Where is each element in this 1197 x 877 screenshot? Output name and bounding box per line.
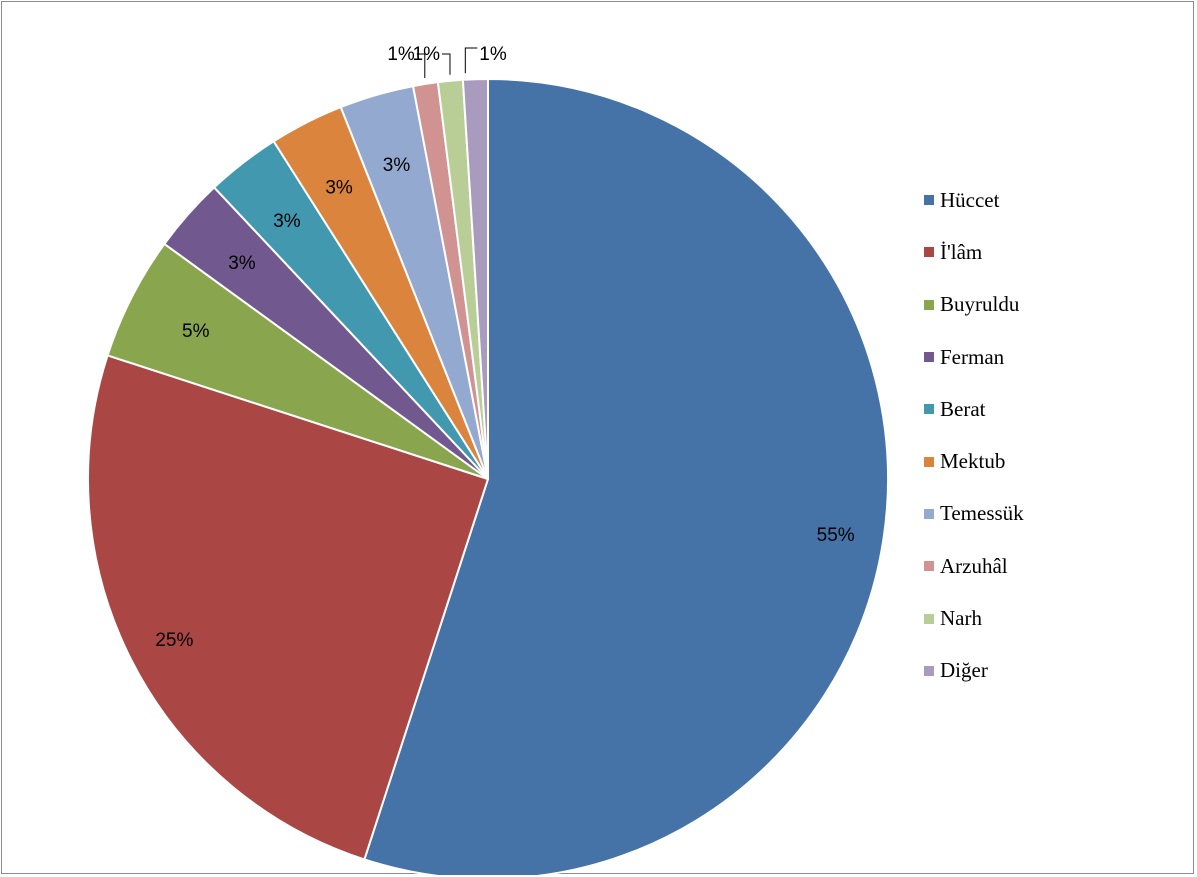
slice-diger (461, 77, 489, 480)
data-label-mektub: 3% (325, 178, 353, 199)
legend-label: Temessük (940, 501, 1024, 526)
legend-item-buyruldu: Buyruldu (924, 279, 1024, 331)
legend-label: Mektub (940, 449, 1006, 474)
legend-label: Diğer (940, 658, 988, 683)
legend-item-diger: Diğer (924, 645, 1024, 697)
legend-item-berat: Berat (924, 383, 1024, 435)
data-label-arzuhal: 1% (387, 44, 415, 65)
leader-line-narh (441, 53, 451, 75)
legend-item-temessuk: Temessük (924, 488, 1024, 540)
slice-i-lam (87, 354, 490, 861)
data-label-ferman: 3% (228, 253, 256, 274)
legend-item-arzuhal: Arzuhâl (924, 540, 1024, 592)
legend-item-ferman: Ferman (924, 331, 1024, 383)
legend-swatch (924, 665, 934, 676)
legend-label: Ferman (940, 344, 1005, 369)
legend-label: Narh (940, 606, 982, 631)
data-label-huccet: 55% (817, 525, 855, 546)
legend-swatch (924, 508, 934, 519)
data-label-buyruldu: 5% (182, 321, 210, 342)
legend-swatch (924, 247, 934, 258)
legend-swatch (924, 456, 934, 467)
legend-label: Buyruldu (940, 292, 1020, 317)
legend-swatch (924, 195, 934, 206)
legend-item-narh: Narh (924, 592, 1024, 644)
legend-label: Hüccet (940, 187, 1000, 212)
leader-line-arzuhal (416, 53, 426, 78)
legend-item-i-lam: İ'lâm (924, 226, 1024, 278)
data-label-narh: 1% (413, 44, 441, 65)
data-label-diger: 1% (479, 44, 507, 65)
legend-swatch (924, 561, 934, 572)
legend-swatch (924, 404, 934, 415)
legend-swatch (924, 299, 934, 310)
data-label-temessuk: 3% (383, 155, 411, 176)
legend-swatch (924, 352, 934, 363)
legend-item-huccet: Hüccet (924, 174, 1024, 226)
slice-huccet (363, 77, 889, 875)
data-label-berat: 3% (273, 211, 301, 232)
legend-label: İ'lâm (940, 239, 983, 264)
legend-label: Berat (940, 396, 986, 421)
legend-item-mektub: Mektub (924, 435, 1024, 487)
leader-line-diger (464, 47, 478, 74)
data-label-i-lam: 25% (155, 630, 193, 651)
legend: Hüccet İ'lâm Buyruldu Ferman Berat Mektub Teme… (924, 174, 1024, 697)
legend-label: Arzuhâl (940, 553, 1008, 578)
legend-swatch (924, 613, 934, 624)
